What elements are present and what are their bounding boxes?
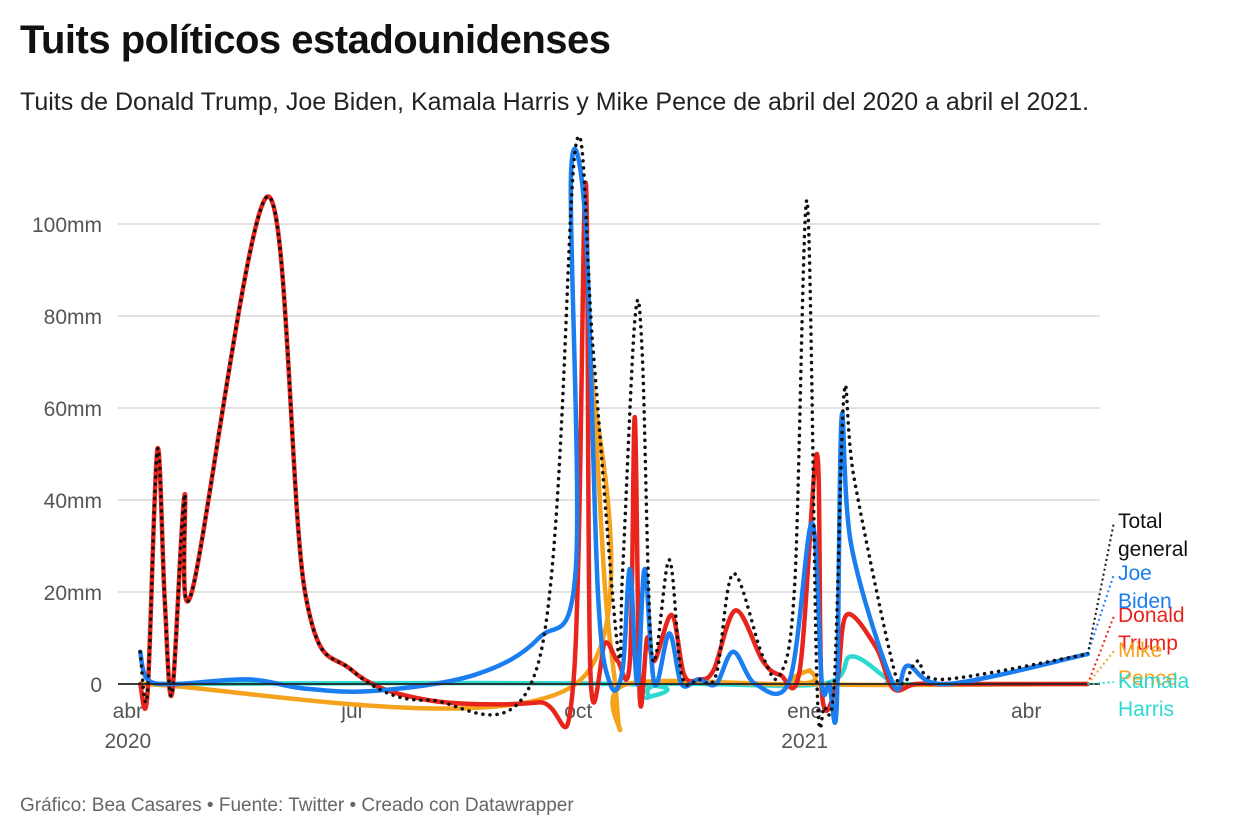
y-tick-label: 0	[90, 674, 102, 697]
legend-label-mike-pence: Pence	[1118, 667, 1178, 690]
series-line-joe-biden	[137, 146, 1090, 725]
series-line-total-general	[138, 134, 1090, 731]
y-tick-label: 80mm	[44, 306, 102, 329]
legend-label-joe-biden: Biden	[1118, 590, 1172, 613]
y-tick-label: 40mm	[44, 490, 102, 513]
x-tick-label: ene	[787, 700, 822, 723]
x-tick-year: 2020	[104, 730, 151, 753]
legend-label-mike-pence: Mike	[1118, 639, 1162, 662]
legend-label-joe-biden: Joe	[1118, 562, 1152, 585]
legend-leader-mike-pence	[1086, 650, 1115, 685]
legend-leader-joe-biden	[1086, 573, 1115, 655]
chart-footer: Gráfico: Bea Casares • Fuente: Twitter •…	[20, 795, 574, 816]
chart-subtitle: Tuits de Donald Trump, Joe Biden, Kamala…	[20, 88, 1090, 116]
legend-label-donald-trump: Donald	[1118, 604, 1185, 627]
x-tick-year: 2021	[781, 730, 828, 753]
legend-label-total-general: Total	[1118, 510, 1162, 533]
legend-label-kamala-harris: Harris	[1118, 698, 1174, 721]
y-tick-label: 20mm	[44, 582, 102, 605]
y-tick-label: 60mm	[44, 398, 102, 421]
y-tick-label: 100mm	[32, 214, 102, 237]
legend-leader-kamala-harris	[1087, 681, 1115, 685]
x-tick-label: abr	[1011, 700, 1041, 723]
chart-title: Tuits políticos estadounidenses	[20, 18, 611, 62]
legend-label-kamala-harris: Kamala	[1118, 670, 1190, 693]
legend-label-donald-trump: Trump	[1118, 632, 1178, 655]
x-tick-label: abr	[113, 700, 143, 723]
legend-label-total-general: general	[1118, 538, 1188, 561]
legend-leader-total-general	[1086, 521, 1115, 655]
legend-leader-donald-trump	[1086, 615, 1115, 685]
